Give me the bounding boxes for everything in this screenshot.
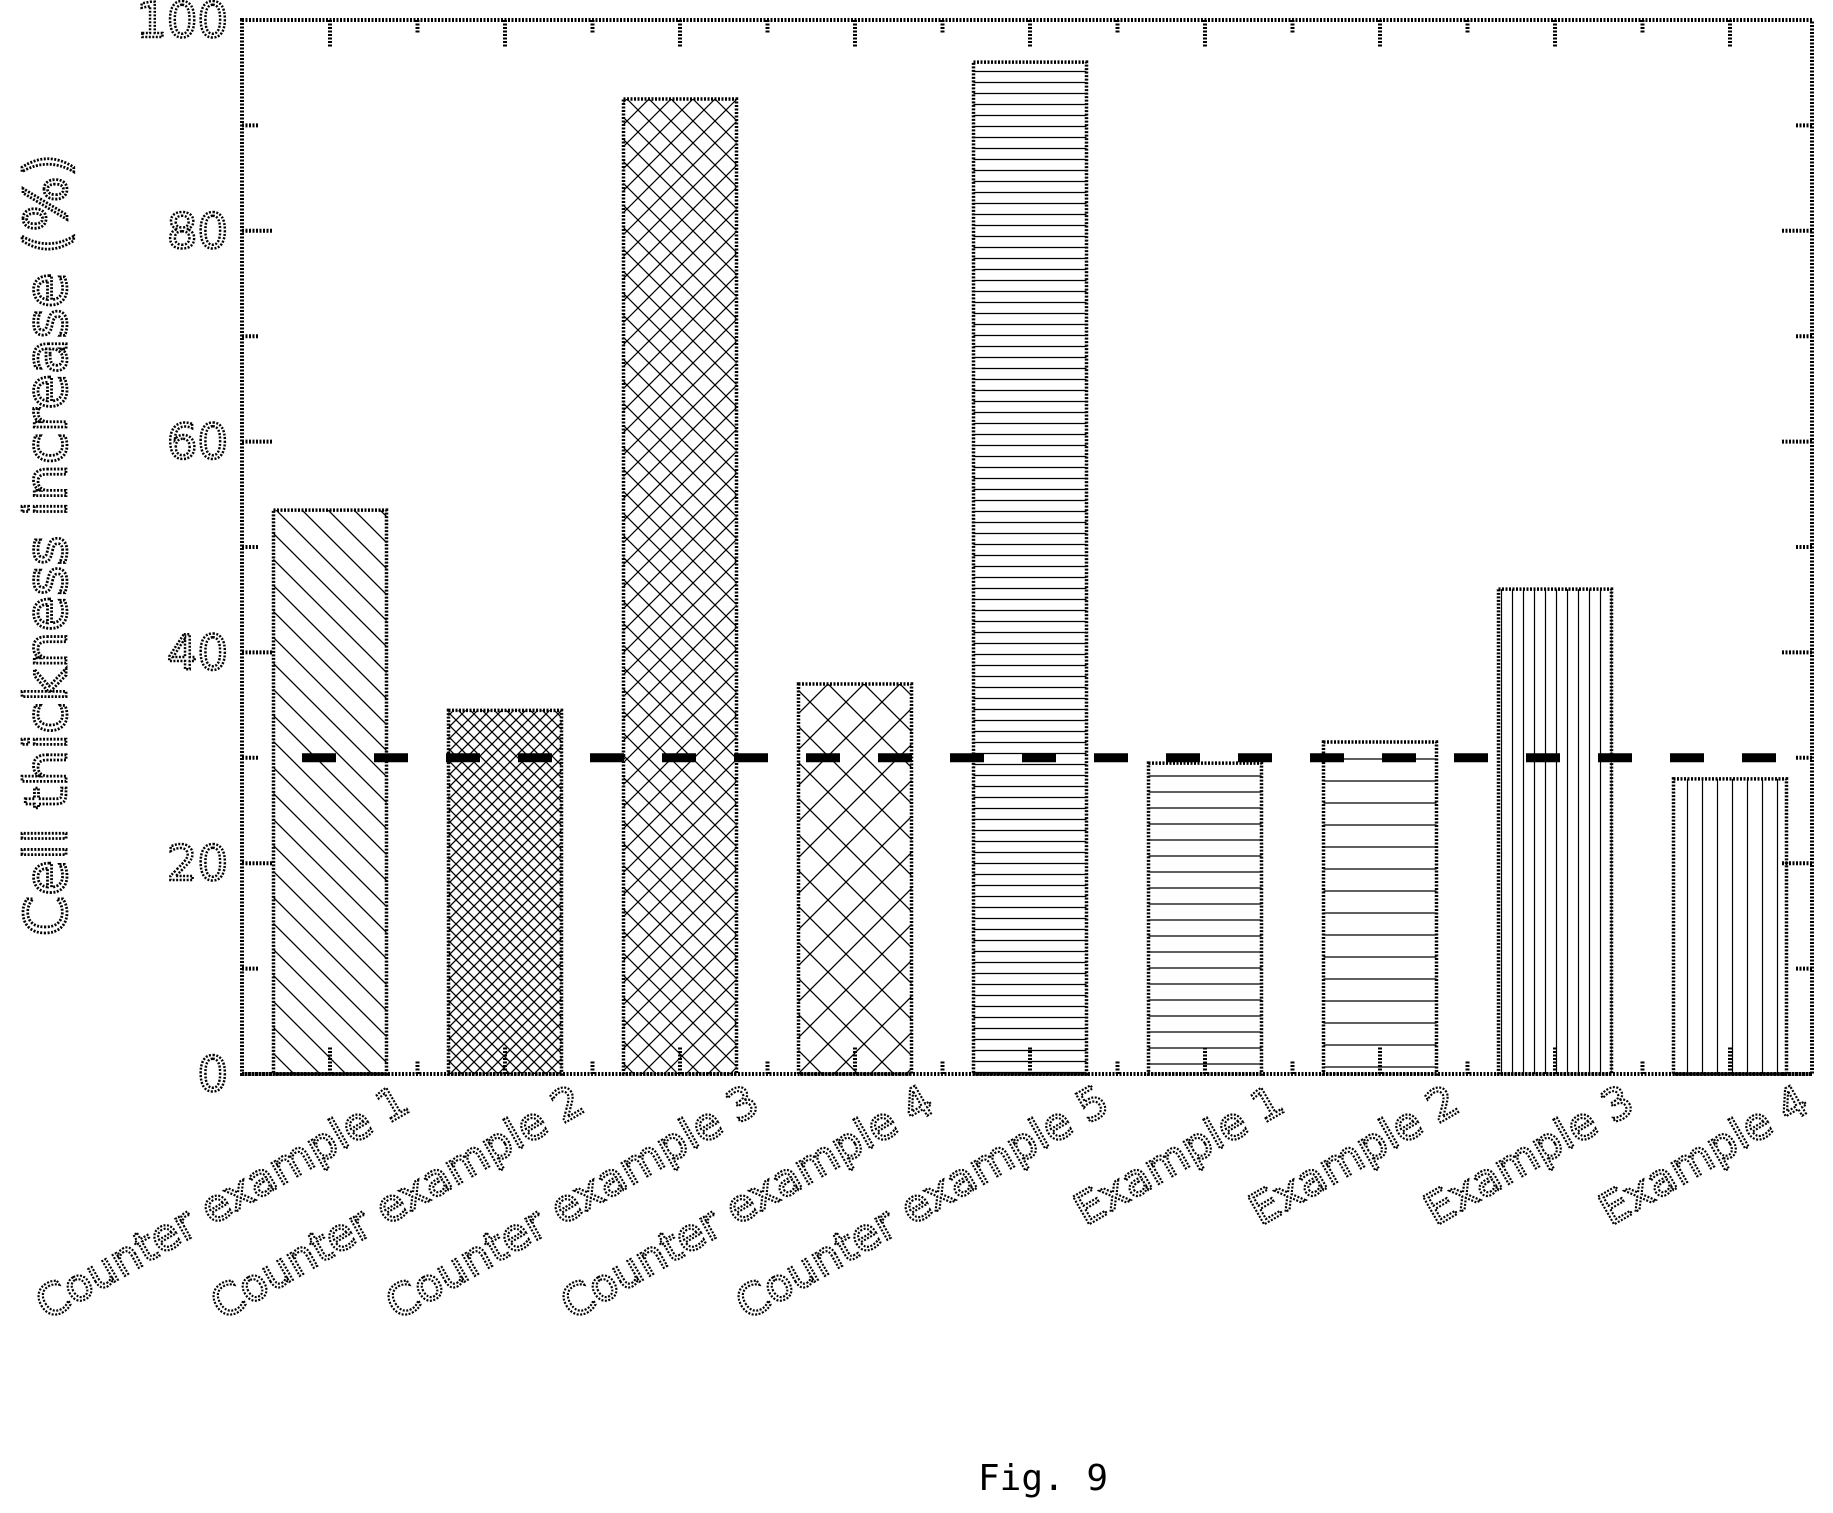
bar-group bbox=[1146, 761, 1264, 1076]
bar bbox=[1323, 741, 1437, 1074]
y-tick-label: 40 bbox=[167, 625, 228, 681]
bar-group bbox=[271, 508, 389, 1076]
bar-outline bbox=[1671, 777, 1789, 1076]
bar-outline bbox=[1496, 587, 1614, 1076]
bar-outline bbox=[621, 97, 739, 1076]
bar bbox=[1673, 778, 1787, 1074]
y-tick-label: 100 bbox=[136, 0, 228, 49]
y-axis-title: Cell thickness increase (%) bbox=[12, 154, 80, 937]
y-tick-label: 20 bbox=[167, 836, 228, 892]
bar bbox=[273, 510, 387, 1074]
bars-layer bbox=[271, 60, 1789, 1076]
bar-group bbox=[1671, 777, 1789, 1076]
figure-caption: Fig. 9 bbox=[978, 1458, 1108, 1499]
plot-frame bbox=[240, 18, 1814, 1076]
y-tick-label: 0 bbox=[197, 1047, 228, 1103]
y-tick-label: 80 bbox=[167, 204, 228, 260]
bar bbox=[623, 99, 737, 1075]
bar-group bbox=[971, 60, 1089, 1076]
bar bbox=[1148, 763, 1262, 1074]
bar-outline bbox=[796, 682, 914, 1076]
bar bbox=[448, 710, 562, 1074]
y-tick-labels: 0 20 40 60 80 100 bbox=[135, 0, 229, 1104]
bar bbox=[1498, 589, 1612, 1074]
y-tick-label: 60 bbox=[167, 415, 228, 471]
bar bbox=[973, 62, 1087, 1075]
bar-group bbox=[1496, 587, 1614, 1076]
bar bbox=[798, 684, 912, 1074]
bar-group bbox=[796, 682, 914, 1076]
bar-group bbox=[446, 708, 564, 1076]
bar-group bbox=[1321, 740, 1439, 1076]
bar-group bbox=[621, 97, 739, 1076]
